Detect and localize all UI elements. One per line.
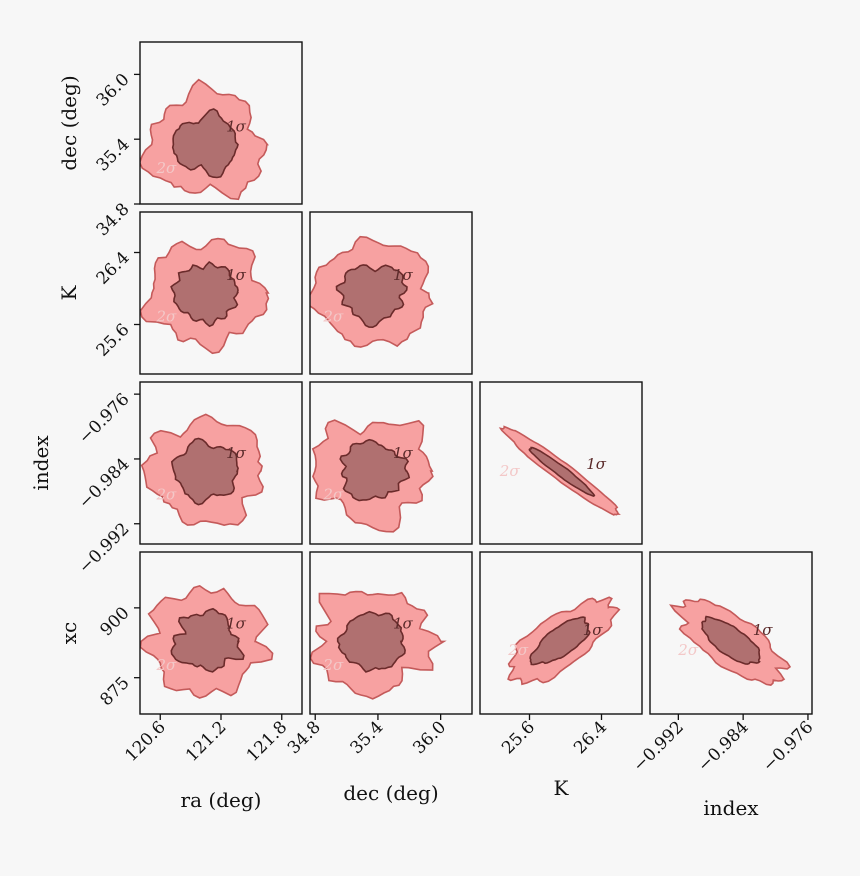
contour-1sigma [170, 437, 239, 506]
y-axis-label: K [57, 284, 81, 300]
x-tick-label: 34.8 [284, 717, 325, 758]
contour-1sigma [171, 108, 239, 179]
contour-1sigma [528, 446, 596, 497]
x-tick-label: −0.992 [629, 717, 688, 776]
panel-0-0: 1σ 2σ 36.0 35.4 34.8 [93, 41, 303, 240]
contour-1sigma [701, 615, 761, 665]
panel-0-3: 1σ 2σ 900 875 120.6 121.2 121.8 [96, 551, 303, 766]
contour-label-2sigma: 2σ [156, 159, 178, 177]
contour-label-2sigma: 2σ [322, 486, 344, 504]
panel-1-3: 1σ 2σ 34.8 35.4 36.0 [284, 551, 473, 758]
x-tick-label: 26.4 [570, 717, 611, 758]
panel-frame [139, 41, 303, 205]
contour-label-1sigma: 1σ [226, 614, 247, 632]
contour-1sigma [529, 616, 591, 666]
contour-label-2sigma: 2σ [677, 641, 699, 659]
contour-label-2sigma: 2σ [507, 641, 529, 659]
x-axis-label: index [703, 796, 759, 820]
contour-label-2sigma: 2σ [322, 656, 344, 674]
panel-1-1: 1σ 2σ [309, 211, 473, 375]
y-tick-label: −0.984 [75, 454, 134, 513]
x-tick-label: 121.8 [243, 717, 292, 766]
panel-2-3: 1σ 2σ 25.6 26.4 [479, 551, 643, 758]
contour-label-1sigma: 1σ [226, 266, 247, 284]
y-axis-label: dec (deg) [57, 75, 81, 170]
contour-label-2sigma: 2σ [156, 486, 178, 504]
y-tick-label: 26.4 [93, 248, 134, 289]
contour-1sigma [170, 260, 240, 328]
x-tick-label: 35.4 [347, 717, 388, 758]
x-tick-label: −0.976 [759, 717, 818, 776]
contour-label-1sigma: 1σ [226, 444, 247, 462]
contour-label-1sigma: 1σ [226, 118, 247, 136]
contour-label-2sigma: 2σ [156, 656, 178, 674]
contour-label-1sigma: 1σ [583, 621, 604, 639]
contour-label-1sigma: 1σ [393, 444, 414, 462]
contour-1sigma [170, 607, 245, 673]
y-tick-label: 900 [96, 603, 133, 640]
y-tick-label: 34.8 [93, 199, 134, 240]
panel-2-2: 1σ 2σ [479, 381, 643, 545]
panel-0-1: 1σ 2σ 26.4 25.6 [93, 211, 303, 375]
contour-1sigma [336, 610, 406, 673]
panel-frame [479, 551, 643, 715]
contour-1sigma [335, 264, 408, 329]
contour-label-1sigma: 1σ [586, 455, 607, 473]
x-axis-label: K [554, 776, 570, 800]
x-tick-label: 121.2 [182, 717, 231, 766]
x-tick-label: 120.6 [121, 717, 170, 766]
panel-3-3: 1σ 2σ −0.992 −0.984 −0.976 [629, 551, 818, 776]
y-tick-label: −0.976 [75, 390, 134, 449]
panel-frame [649, 551, 813, 715]
panel-frame [139, 211, 303, 375]
panel-frame [309, 381, 473, 545]
y-axis-label: xc [57, 622, 81, 644]
contour-label-2sigma: 2σ [156, 308, 178, 326]
y-tick-label: 25.6 [93, 320, 134, 361]
y-axis-label: index [29, 435, 53, 491]
x-tick-label: 36.0 [409, 717, 450, 758]
y-tick-label: 36.0 [93, 70, 134, 111]
panel-frame [309, 551, 473, 715]
contour-label-2sigma: 2σ [322, 308, 344, 326]
panel-frame [479, 381, 643, 545]
panel-1-2: 1σ 2σ [309, 381, 473, 545]
x-tick-label: 25.6 [498, 717, 539, 758]
panel-0-2: 1σ 2σ −0.976−0.984 −0.992 [75, 381, 303, 578]
y-tick-label: 875 [96, 673, 133, 710]
y-tick-label: 35.4 [93, 135, 134, 176]
panel-frame [139, 381, 303, 545]
contour-label-1sigma: 1σ [393, 614, 414, 632]
y-tick-label: −0.992 [75, 519, 134, 578]
contour-label-1sigma: 1σ [393, 266, 414, 284]
contour-label-2sigma: 2σ [499, 462, 521, 480]
x-axis-label: dec (deg) [343, 781, 438, 805]
contour-label-1sigma: 1σ [753, 621, 774, 639]
x-tick-label: −0.984 [694, 717, 753, 776]
contour-1sigma [339, 438, 411, 502]
panel-frame [309, 211, 473, 375]
x-axis-label: ra (deg) [181, 788, 262, 812]
